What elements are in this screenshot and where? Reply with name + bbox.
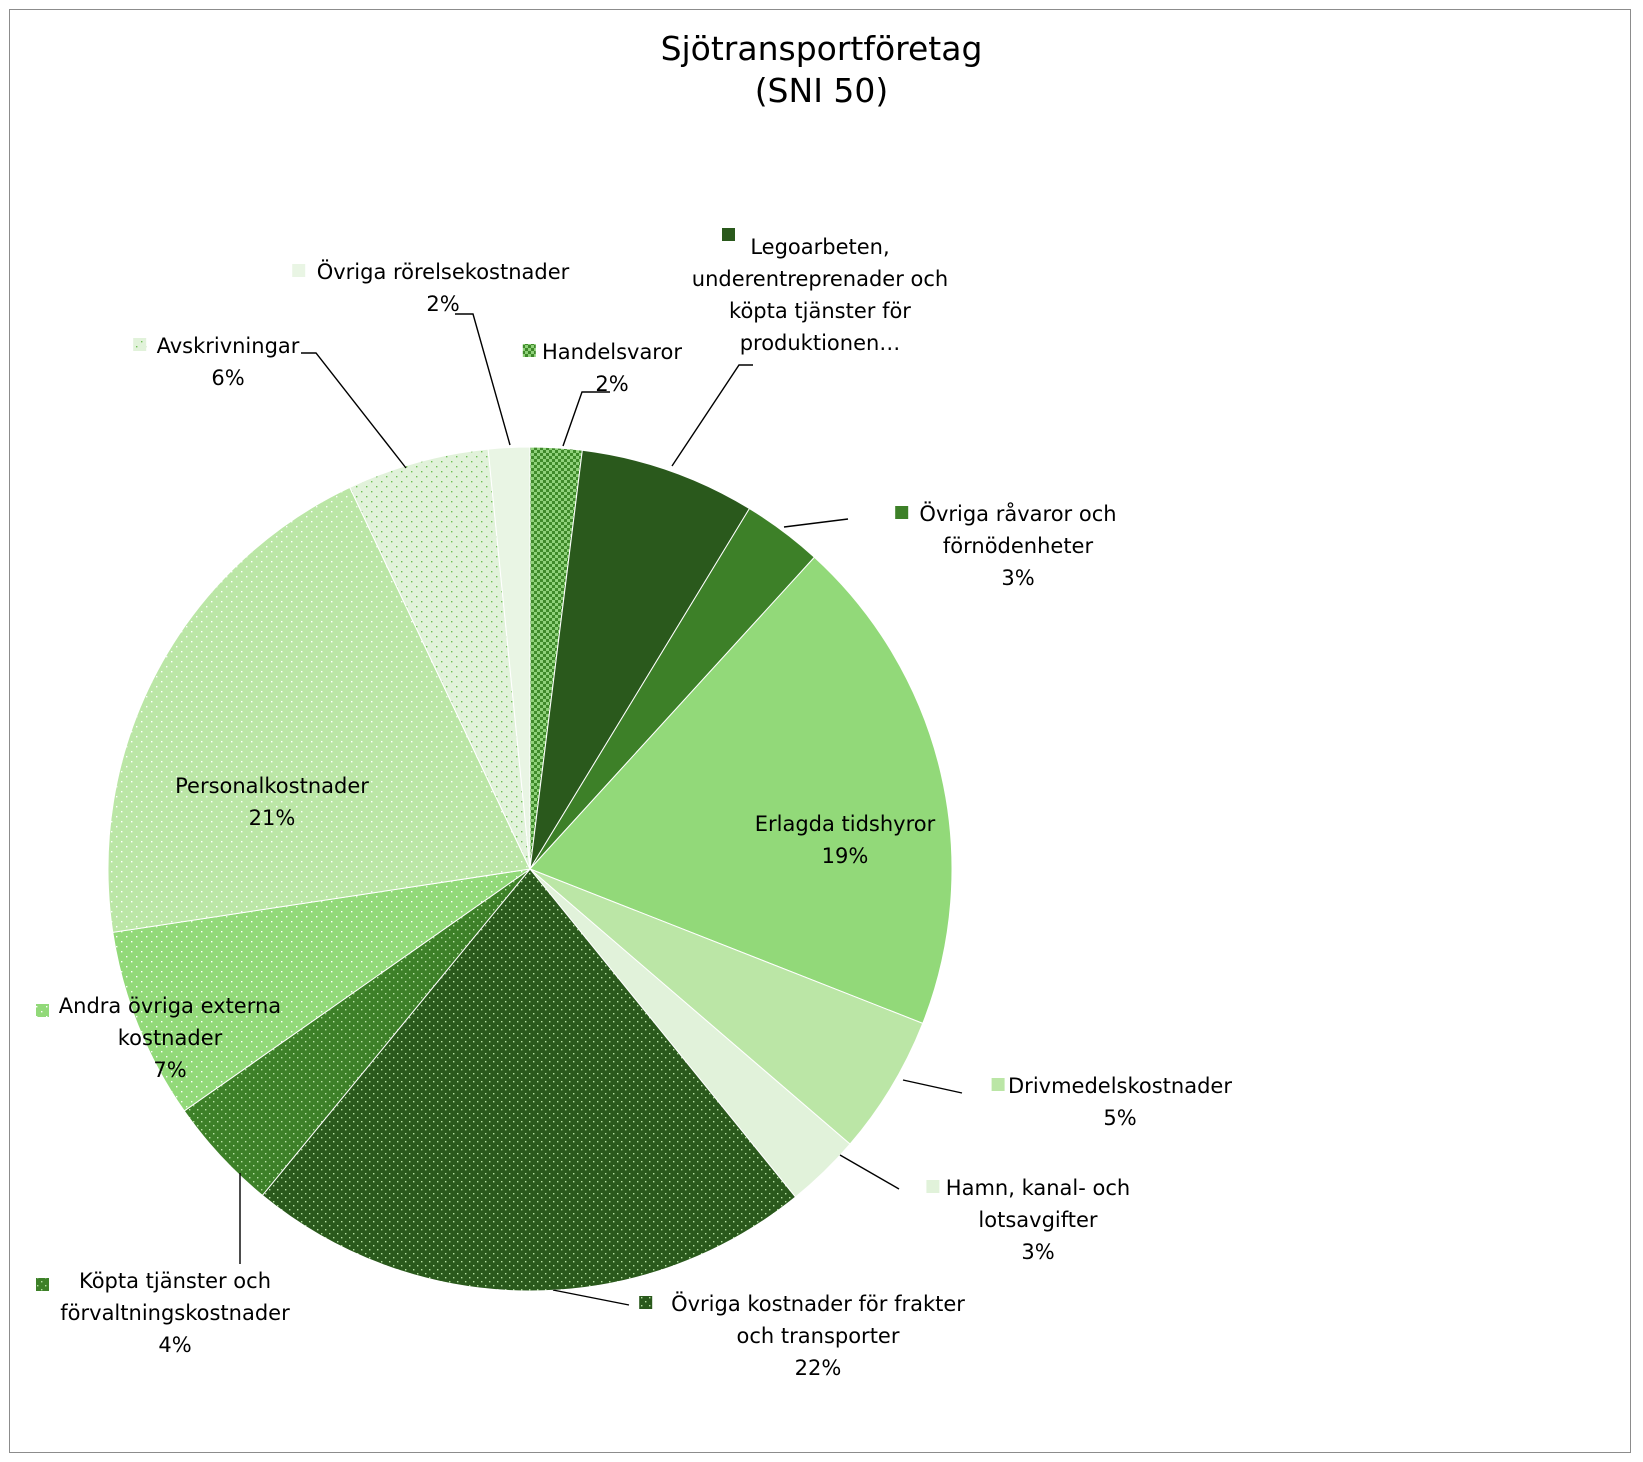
slice-name-label: Drivmedelskostnader bbox=[1008, 1074, 1232, 1098]
slice-name-label: Avskrivningar bbox=[157, 334, 300, 358]
label-legoarbeten-underentreprenader-och-kopta-tjanster-for-produktionen: Legoarbeten, underentreprenader och köpta … bbox=[692, 235, 948, 355]
legend-key-legoarbeten-underentreprenader-och-kopta-tjanster-for-produktionen bbox=[722, 228, 735, 241]
slice-name-label: köpta tjänster för bbox=[729, 299, 911, 323]
slice-value-label: 5% bbox=[1103, 1106, 1136, 1130]
slice-value-label: 2% bbox=[426, 292, 459, 316]
slice-name-label: Köpta tjänster och bbox=[79, 1269, 271, 1293]
slice-name-label: Andra övriga externa bbox=[59, 994, 281, 1018]
slice-name-label: Erlagda tidshyror bbox=[755, 812, 936, 836]
label-personalkostnader: Personalkostnader 21% bbox=[175, 774, 369, 830]
slice-name-label: Hamn, kanal- och bbox=[946, 1176, 1130, 1200]
label-andra-ovriga-externa-kostnader: Andra övriga externa kostnader 7% bbox=[59, 994, 281, 1082]
slice-value-label: 22% bbox=[795, 1356, 842, 1380]
slice-name-label: förnödenheter bbox=[943, 534, 1094, 558]
label-erlagda-tidshyror: Erlagda tidshyror 19% bbox=[755, 812, 936, 868]
slice-name-label: produktionen… bbox=[740, 331, 901, 355]
leader-line-ovriga-rorelsekostnader bbox=[455, 313, 511, 446]
pie-slices bbox=[107, 446, 953, 1292]
chart-title-block: Sjötransportföretag (SNI 50) bbox=[0, 28, 1643, 112]
slice-value-label: 6% bbox=[211, 366, 244, 390]
slice-value-label: 3% bbox=[1001, 566, 1034, 590]
chart-subtitle: (SNI 50) bbox=[754, 71, 889, 110]
label-kopta-tjanster-och-forvaltningskostnader: Köpta tjänster och förvaltningskostnader 4… bbox=[60, 1269, 290, 1357]
slice-name-label: Personalkostnader bbox=[175, 774, 369, 798]
pie-slice-drivmedelskostnader bbox=[529, 868, 924, 1145]
slice-value-label: 7% bbox=[153, 1058, 186, 1082]
label-ovriga-ravaror-och-fornodenheter: Övriga råvaror och förnödenheter 3% bbox=[919, 501, 1116, 590]
leader-line-handelsvaror bbox=[562, 391, 610, 447]
slice-name-label: Övriga kostnader för frakter bbox=[671, 1291, 965, 1316]
leader-line-drivmedelskostnader bbox=[902, 1079, 963, 1094]
label-handelsvaror: Handelsvaror 2% bbox=[542, 340, 682, 396]
slice-name-label: underentreprenader och bbox=[692, 267, 948, 291]
slice-labels: Handelsvaror 2% Legoarbeten, underentrepren… bbox=[36, 228, 1232, 1380]
legend-key-ovriga-rorelsekostnader bbox=[292, 264, 306, 277]
leader-lines bbox=[239, 313, 963, 1306]
legend-key-kopta-tjanster-och-forvaltningskostnader bbox=[36, 1278, 49, 1291]
leader-line-ovriga-kostnader-for-frakter-och-transporter bbox=[552, 1289, 630, 1306]
legend-key-drivmedelskostnader bbox=[991, 1078, 1005, 1091]
leader-line-legoarbeten-underentreprenader-och-kopta-tjanster-for-produktionen bbox=[671, 364, 753, 467]
legend-key-avskrivningar bbox=[133, 338, 147, 351]
pie-slice-ovriga-rorelsekostnader bbox=[487, 446, 531, 870]
slice-name-label: Legoarbeten, bbox=[750, 235, 889, 259]
pie-slice-andra-ovriga-externa-kostnader bbox=[112, 868, 531, 1112]
label-ovriga-rorelsekostnader: Övriga rörelsekostnader 2% bbox=[317, 259, 570, 316]
legend-key-handelsvaror bbox=[522, 344, 536, 357]
pie-slice-avskrivningar bbox=[349, 448, 531, 870]
slice-value-label: 4% bbox=[158, 1333, 191, 1357]
chart-title: Sjötransportföretag bbox=[660, 29, 983, 68]
slice-name-label: Övriga råvaror och bbox=[919, 501, 1116, 526]
slice-name-label: Handelsvaror bbox=[542, 340, 682, 364]
label-hamn-kanal-och-lotsavgifter: Hamn, kanal- och lotsavgifter 3% bbox=[946, 1176, 1130, 1264]
legend-key-hamn-kanal-och-lotsavgifter bbox=[926, 1180, 940, 1193]
slice-name-label: och transporter bbox=[737, 1324, 900, 1348]
label-avskrivningar: Avskrivningar 6% bbox=[157, 334, 300, 390]
slice-name-label: Övriga rörelsekostnader bbox=[317, 259, 570, 284]
leader-line-ovriga-ravaror-och-fornodenheter bbox=[783, 518, 849, 528]
slice-name-label: kostnader bbox=[118, 1026, 223, 1050]
slice-name-label: förvaltningskostnader bbox=[60, 1301, 290, 1325]
slice-value-label: 3% bbox=[1021, 1240, 1054, 1264]
pie-slice-personalkostnader bbox=[107, 486, 531, 933]
pie-slice-erlagda-tidshyror bbox=[529, 556, 953, 1024]
leader-line-hamn-kanal-och-lotsavgifter bbox=[839, 1154, 900, 1190]
label-ovriga-kostnader-for-frakter-och-transporter: Övriga kostnader för frakter och transpor… bbox=[671, 1291, 965, 1380]
pie-slice-ovriga-kostnader-for-frakter-och-transporter bbox=[261, 868, 797, 1292]
leader-line-avskrivningar bbox=[301, 352, 407, 469]
legend-key-ovriga-kostnader-for-frakter-och-transporter bbox=[639, 1296, 653, 1309]
slice-name-label: lotsavgifter bbox=[978, 1208, 1097, 1232]
slice-value-label: 2% bbox=[595, 372, 628, 396]
slice-value-label: 19% bbox=[822, 844, 869, 868]
legend-key-ovriga-ravaror-och-fornodenheter bbox=[895, 506, 909, 519]
slice-value-label: 21% bbox=[249, 806, 296, 830]
pie-slice-legoarbeten-underentreprenader-och-kopta-tjanster-for-produktionen bbox=[529, 449, 751, 870]
legend-key-andra-ovriga-externa-kostnader bbox=[36, 1004, 49, 1017]
label-drivmedelskostnader: Drivmedelskostnader 5% bbox=[1008, 1074, 1232, 1130]
